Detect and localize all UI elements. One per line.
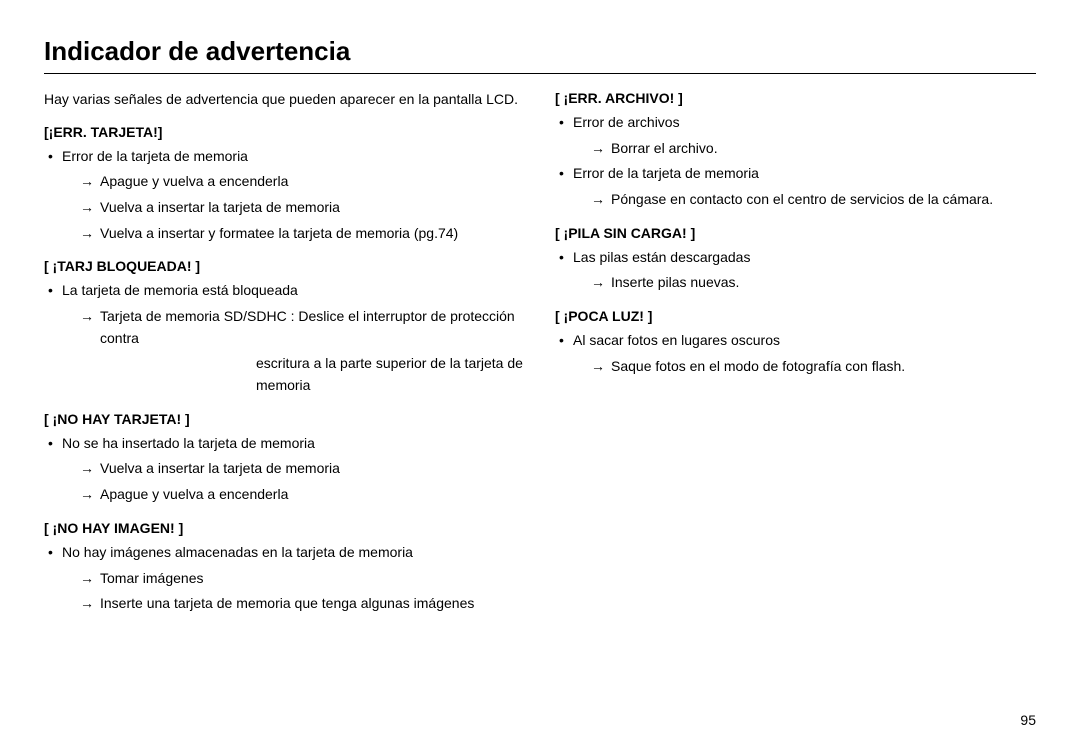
bullet-text: No hay imágenes almacenadas en la tarjet… (62, 544, 413, 560)
bullet-item: Error de la tarjeta de memoria Póngase e… (573, 163, 1036, 210)
arrow-list: Inserte pilas nuevas. (591, 272, 1036, 294)
section-head-tarj-bloqueada: [ ¡TARJ BLOQUEADA! ] (44, 258, 525, 274)
arrow-item: Vuelva a insertar la tarjeta de memoria (80, 458, 525, 480)
section-head-err-tarjeta: [¡ERR. TARJETA!] (44, 124, 525, 140)
bullet-item: La tarjeta de memoria está bloqueada Tar… (62, 280, 525, 396)
bullet-text: No se ha insertado la tarjeta de memoria (62, 435, 315, 451)
continuation-line: escritura a la parte superior de la tarj… (256, 353, 525, 375)
right-column: [ ¡ERR. ARCHIVO! ] Error de archivos Bor… (555, 88, 1036, 619)
bullet-text: Error de la tarjeta de memoria (62, 148, 248, 164)
bullet-list: La tarjeta de memoria está bloqueada Tar… (44, 280, 525, 396)
arrow-list: Tomar imágenes Inserte una tarjeta de me… (80, 568, 525, 615)
bullet-text: Error de archivos (573, 114, 680, 130)
bullet-text: Error de la tarjeta de memoria (573, 165, 759, 181)
bullet-list: Las pilas están descargadas Inserte pila… (555, 247, 1036, 294)
arrow-item: Tarjeta de memoria SD/SDHC : Deslice el … (80, 306, 525, 349)
arrow-item: Inserte pilas nuevas. (591, 272, 1036, 294)
arrow-item: Vuelva a insertar y formatee la tarjeta … (80, 223, 525, 245)
bullet-text: Las pilas están descargadas (573, 249, 750, 265)
continuation-line: memoria (256, 375, 525, 397)
bullet-item: Error de archivos Borrar el archivo. (573, 112, 1036, 159)
bullet-list: Error de archivos Borrar el archivo. Err… (555, 112, 1036, 211)
bullet-list: No se ha insertado la tarjeta de memoria… (44, 433, 525, 506)
arrow-item: Tomar imágenes (80, 568, 525, 590)
arrow-list: Apague y vuelva a encenderla Vuelva a in… (80, 171, 525, 244)
bullet-item: Error de la tarjeta de memoria Apague y … (62, 146, 525, 245)
arrow-list: Tarjeta de memoria SD/SDHC : Deslice el … (80, 306, 525, 349)
arrow-item: Vuelva a insertar la tarjeta de memoria (80, 197, 525, 219)
arrow-item: Póngase en contacto con el centro de ser… (591, 189, 1036, 211)
arrow-list: Borrar el archivo. (591, 138, 1036, 160)
section-head-poca-luz: [ ¡POCA LUZ! ] (555, 308, 1036, 324)
bullet-list: Error de la tarjeta de memoria Apague y … (44, 146, 525, 245)
arrow-list: Vuelva a insertar la tarjeta de memoria … (80, 458, 525, 505)
section-head-err-archivo: [ ¡ERR. ARCHIVO! ] (555, 90, 1036, 106)
page-number: 95 (1020, 712, 1036, 728)
arrow-item: Saque fotos en el modo de fotografía con… (591, 356, 1036, 378)
section-head-no-hay-imagen: [ ¡NO HAY IMAGEN! ] (44, 520, 525, 536)
arrow-item: Borrar el archivo. (591, 138, 1036, 160)
bullet-list: No hay imágenes almacenadas en la tarjet… (44, 542, 525, 615)
left-column: Hay varias señales de advertencia que pu… (44, 88, 525, 619)
bullet-item: No hay imágenes almacenadas en la tarjet… (62, 542, 525, 615)
intro-text: Hay varias señales de advertencia que pu… (44, 90, 525, 110)
section-head-no-hay-tarjeta: [ ¡NO HAY TARJETA! ] (44, 411, 525, 427)
arrow-item: Apague y vuelva a encenderla (80, 484, 525, 506)
page: Indicador de advertencia Hay varias seña… (0, 0, 1080, 746)
arrow-list: Saque fotos en el modo de fotografía con… (591, 356, 1036, 378)
page-title: Indicador de advertencia (44, 36, 1036, 67)
bullet-text: La tarjeta de memoria está bloqueada (62, 282, 298, 298)
bullet-item: Al sacar fotos en lugares oscuros Saque … (573, 330, 1036, 377)
body-columns: Hay varias señales de advertencia que pu… (44, 88, 1036, 619)
arrow-item: Apague y vuelva a encenderla (80, 171, 525, 193)
section-head-pila-sin-carga: [ ¡PILA SIN CARGA! ] (555, 225, 1036, 241)
bullet-item: No se ha insertado la tarjeta de memoria… (62, 433, 525, 506)
bullet-item: Las pilas están descargadas Inserte pila… (573, 247, 1036, 294)
bullet-list: Al sacar fotos en lugares oscuros Saque … (555, 330, 1036, 377)
arrow-list: Póngase en contacto con el centro de ser… (591, 189, 1036, 211)
horizontal-rule (44, 73, 1036, 74)
bullet-text: Al sacar fotos en lugares oscuros (573, 332, 780, 348)
arrow-item: Inserte una tarjeta de memoria que tenga… (80, 593, 525, 615)
